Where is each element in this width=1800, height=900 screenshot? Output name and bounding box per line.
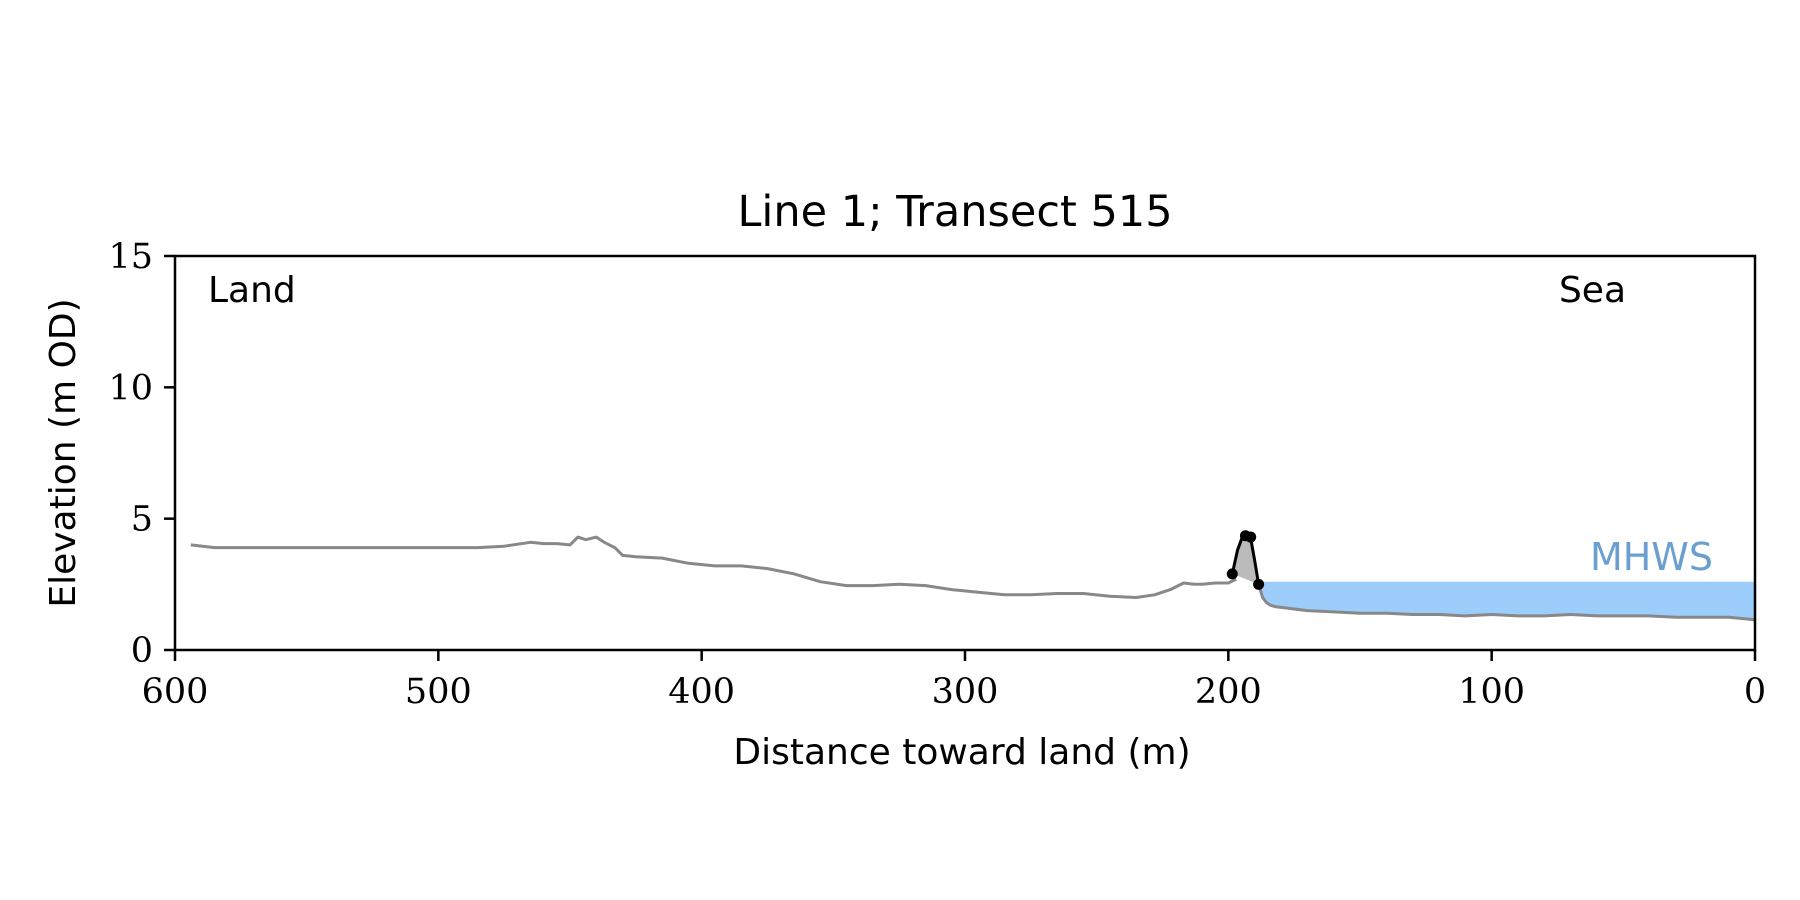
x-tick-label: 0 <box>1744 672 1766 712</box>
dune-point <box>1253 578 1265 590</box>
y-axis-label: Elevation (m OD) <box>43 298 84 607</box>
x-tick-label: 300 <box>932 672 999 712</box>
x-tick-label: 200 <box>1195 672 1262 712</box>
x-tick-label: 600 <box>142 672 209 712</box>
x-tick-label: 500 <box>405 672 472 712</box>
y-tick-label: 15 <box>108 237 153 277</box>
mhws-annotation: MHWS <box>1590 535 1713 579</box>
dune-point <box>1245 531 1257 543</box>
sea-annotation: Sea <box>1559 270 1626 311</box>
seaward-profile-line <box>1257 583 1756 622</box>
x-axis-label: Distance toward land (m) <box>733 732 1190 773</box>
x-tick-label: 400 <box>668 672 735 712</box>
land-annotation: Land <box>208 270 296 311</box>
x-tick-label: 100 <box>1458 672 1525 712</box>
landward-profile-line <box>190 535 1237 599</box>
mhws-water-area <box>1258 581 1755 620</box>
y-tick-label: 0 <box>131 631 153 671</box>
chart-title: Line 1; Transect 515 <box>737 187 1172 237</box>
dune-point <box>1226 568 1238 580</box>
y-tick-label: 10 <box>108 368 153 408</box>
y-tick-label: 5 <box>131 500 153 540</box>
